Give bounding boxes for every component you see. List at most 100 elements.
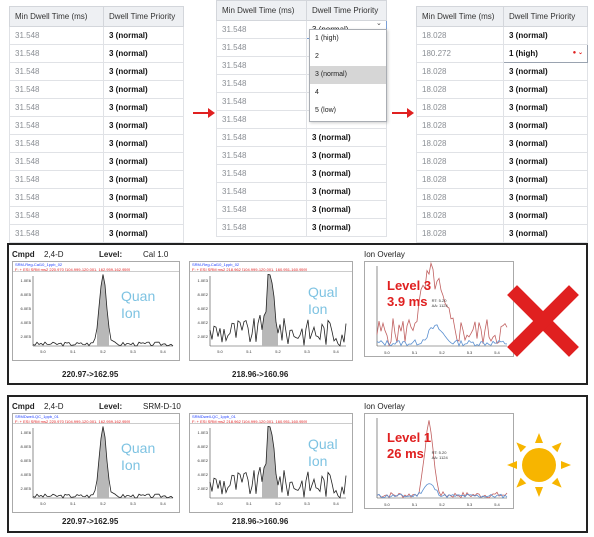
table-row[interactable]: 18.028 3 (normal): [416, 62, 588, 81]
table-row[interactable]: 180.272 1 (high) ● ⌄: [416, 44, 588, 63]
dropdown-chevron-icon[interactable]: ⌄: [376, 20, 382, 27]
min-dwell-cell[interactable]: 18.028: [416, 188, 504, 207]
min-dwell-cell[interactable]: 31.548: [9, 26, 104, 45]
min-dwell-cell[interactable]: 31.548: [216, 74, 307, 93]
table-row[interactable]: 18.028 3 (normal): [416, 98, 588, 117]
min-dwell-cell[interactable]: 31.548: [9, 188, 104, 207]
priority-cell[interactable]: 3 (normal): [503, 152, 588, 171]
priority-cell[interactable]: 3 (normal): [103, 152, 184, 171]
min-dwell-cell[interactable]: 31.548: [216, 128, 307, 147]
table-row[interactable]: 18.028 3 (normal): [416, 224, 588, 243]
min-dwell-cell[interactable]: 18.028: [416, 152, 504, 171]
priority-cell[interactable]: 3 (normal): [103, 116, 184, 135]
table-row[interactable]: 18.028 3 (normal): [416, 206, 588, 225]
chromatogram-plot[interactable]: SRMDwell-QC_1ppb_01 F: + ESI SRM ms2 218.…: [189, 413, 353, 513]
priority-cell[interactable]: 3 (normal): [503, 188, 588, 207]
priority-cell[interactable]: 3 (normal): [503, 170, 588, 189]
priority-cell[interactable]: 3 (normal): [503, 206, 588, 225]
priority-cell[interactable]: 3 (normal): [503, 134, 588, 153]
table-row[interactable]: 18.028 3 (normal): [416, 188, 588, 207]
priority-cell[interactable]: 3 (normal): [306, 182, 387, 201]
column-header-priority[interactable]: Dwell Time Priority: [503, 6, 588, 27]
priority-cell[interactable]: 3 (normal): [103, 80, 184, 99]
table-row[interactable]: 18.028 3 (normal): [416, 170, 588, 189]
column-header-priority[interactable]: Dwell Time Priority: [306, 0, 387, 21]
table-row[interactable]: 18.028 3 (normal): [416, 134, 588, 153]
min-dwell-cell[interactable]: 31.548: [9, 116, 104, 135]
dropdown-option[interactable]: 2: [315, 53, 319, 60]
table-row[interactable]: 18.028 3 (normal): [416, 80, 588, 99]
min-dwell-cell[interactable]: 18.028: [416, 62, 504, 81]
min-dwell-cell[interactable]: 18.028: [416, 80, 504, 99]
min-dwell-cell[interactable]: 31.548: [216, 182, 307, 201]
chromatogram-plot[interactable]: SRM-Reg-Cal10_1ppb_02 F: + ESI SRM ms2 21…: [189, 261, 353, 361]
priority-cell[interactable]: 3 (normal): [503, 62, 588, 81]
priority-cell[interactable]: 3 (normal): [306, 146, 387, 165]
priority-cell[interactable]: 3 (normal): [103, 134, 184, 153]
min-dwell-cell[interactable]: 18.028: [416, 116, 504, 135]
min-dwell-cell[interactable]: 31.548: [9, 170, 104, 189]
table-row[interactable]: 18.028 3 (normal): [416, 152, 588, 171]
ion-overlay-plot[interactable]: 5.0 5.1 5.2 5.3 5.4 RT: 5.20 AA: 1124 Level 1 26…: [364, 413, 514, 509]
min-dwell-cell[interactable]: 31.548: [9, 62, 104, 81]
min-dwell-cell[interactable]: 180.272: [416, 44, 504, 63]
min-dwell-cell[interactable]: 31.548: [9, 134, 104, 153]
column-header-min-dwell[interactable]: Min Dwell Time (ms): [9, 6, 104, 27]
min-dwell-cell[interactable]: 18.028: [416, 98, 504, 117]
min-dwell-cell[interactable]: 18.028: [416, 170, 504, 189]
priority-cell[interactable]: 3 (normal): [103, 206, 184, 225]
min-dwell-cell[interactable]: 31.548: [9, 44, 104, 63]
priority-cell[interactable]: 3 (normal): [103, 224, 184, 243]
chromatogram-plot[interactable]: SRM-Reg-Cal10_1ppb_02 F: + ESI SRM ms2 22…: [12, 261, 180, 361]
min-dwell-cell[interactable]: 31.548: [216, 92, 307, 111]
dropdown-option[interactable]: 5 (low): [315, 107, 337, 114]
column-header-min-dwell[interactable]: Min Dwell Time (ms): [216, 0, 307, 21]
priority-cell[interactable]: 3 (normal): [503, 224, 588, 243]
chromatogram-plot[interactable]: SRMDwell-QC_1ppb_01 F: + ESI SRM ms2 220.…: [12, 413, 180, 513]
ion-overlay-plot[interactable]: 5.0 5.1 5.2 5.3 5.4 RT: 5.20 AA: 1124 Level 3 3.…: [364, 261, 514, 357]
min-dwell-cell[interactable]: 31.548: [216, 200, 307, 219]
dropdown-chevron-icon[interactable]: ● ⌄: [572, 50, 583, 56]
min-dwell-cell[interactable]: 31.548: [216, 164, 307, 183]
priority-cell[interactable]: 3 (normal): [503, 26, 588, 45]
priority-cell[interactable]: 1 (high) ● ⌄: [503, 44, 588, 63]
table-row[interactable]: 18.028 3 (normal): [416, 26, 588, 45]
min-dwell-cell[interactable]: 31.548: [216, 20, 307, 39]
priority-cell[interactable]: 3 (normal): [103, 44, 184, 63]
min-dwell-cell[interactable]: 31.548: [9, 98, 104, 117]
min-dwell-cell[interactable]: 31.548: [9, 80, 104, 99]
min-dwell-cell[interactable]: 31.548: [216, 56, 307, 75]
min-dwell-cell[interactable]: 31.548: [9, 224, 104, 243]
priority-cell[interactable]: 3 (normal): [306, 200, 387, 219]
priority-cell[interactable]: 3 (normal): [503, 80, 588, 99]
dropdown-option[interactable]: 3 (normal): [310, 66, 386, 84]
priority-cell[interactable]: 3 (normal): [306, 128, 387, 147]
table-row[interactable]: 18.028 3 (normal): [416, 116, 588, 135]
dropdown-option[interactable]: 1 (high): [315, 35, 339, 42]
priority-cell[interactable]: 3 (normal): [103, 170, 184, 189]
priority-cell[interactable]: 3 (normal): [306, 218, 387, 237]
priority-cell[interactable]: 3 (normal): [103, 62, 184, 81]
min-dwell-cell[interactable]: 18.028: [416, 134, 504, 153]
column-header-priority[interactable]: Dwell Time Priority: [103, 6, 184, 27]
priority-cell[interactable]: 3 (normal): [306, 164, 387, 183]
min-dwell-cell[interactable]: 31.548: [216, 146, 307, 165]
priority-cell[interactable]: 3 (normal): [503, 98, 588, 117]
dropdown-option[interactable]: 4: [315, 89, 319, 96]
min-dwell-cell[interactable]: 18.028: [416, 26, 504, 45]
min-dwell-cell[interactable]: 31.548: [216, 110, 307, 129]
